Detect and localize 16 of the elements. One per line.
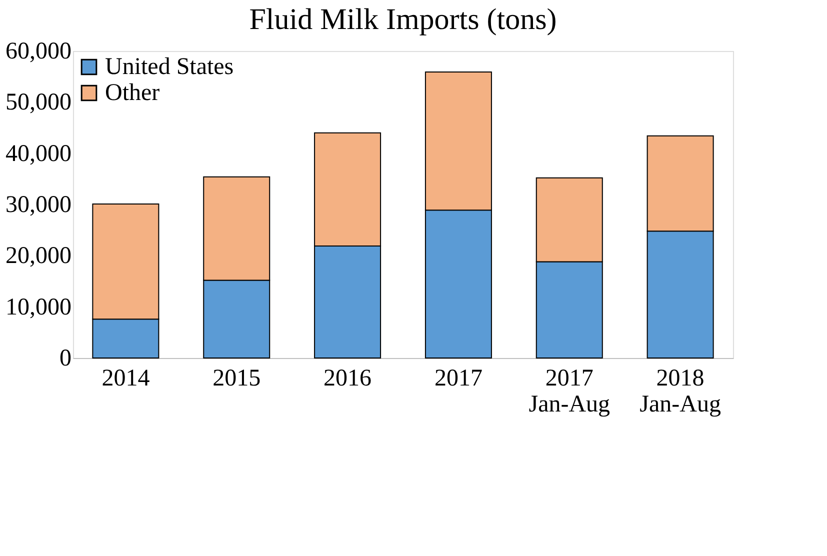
y-tick-label: 0 [60,346,72,372]
y-tick-label: 60,000 [6,38,72,64]
x-tick-label: 2016 [324,366,372,392]
x-tick-label: 2014 [102,366,150,392]
y-tick-label: 30,000 [6,192,72,218]
y-tick-label: 40,000 [6,140,72,167]
y-tick-label: 10,000 [6,294,72,320]
y-tick-label: 50,000 [6,90,72,116]
x-tick-label: 2015 [212,366,261,392]
legend-label: Other [105,80,160,106]
y-tick-label: 20,000 [6,243,72,270]
x-tick-label: 2017 Jan-Aug [528,366,610,418]
x-tick-label: 2018 Jan-Aug [640,366,721,418]
legend-label: United States [105,54,234,80]
chart-title: Fluid Milk Imports (tons) [249,3,557,36]
x-tick-label: 2017 [434,366,482,392]
